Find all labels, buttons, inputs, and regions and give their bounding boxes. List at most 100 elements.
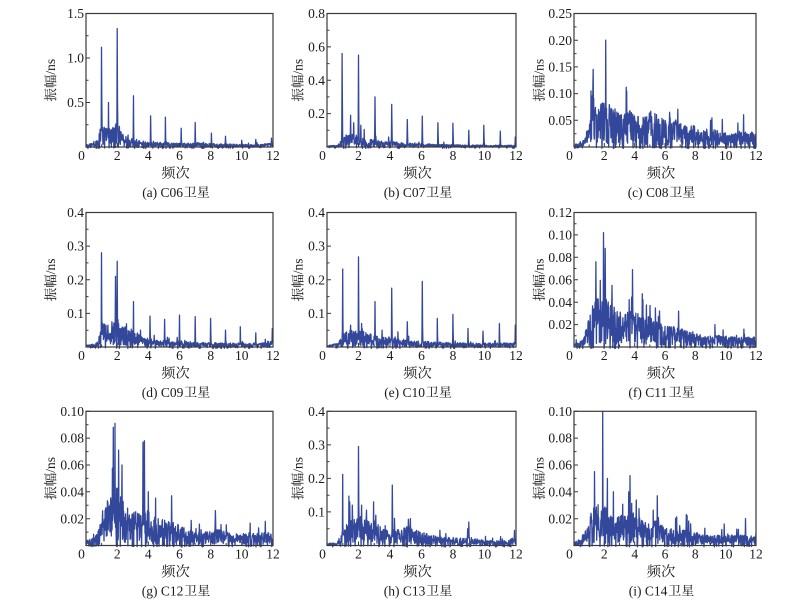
svg-text:0.06: 0.06 [548,272,572,287]
svg-text:12: 12 [509,148,523,163]
svg-text:12: 12 [749,348,763,363]
svg-text:/ns: /ns [532,258,547,274]
svg-text:0: 0 [566,348,573,363]
svg-text:1.5: 1.5 [67,6,84,21]
svg-text:4: 4 [631,348,638,363]
svg-text:0.3: 0.3 [308,438,325,453]
svg-text:6: 6 [662,148,669,163]
svg-text:(h) C13: (h) C13 [384,583,426,598]
svg-text:/ns: /ns [532,59,547,75]
svg-text:0.06: 0.06 [60,458,84,473]
svg-text:0.4: 0.4 [67,205,84,220]
svg-text:0.12: 0.12 [548,205,572,220]
svg-text:(e) C10: (e) C10 [384,385,425,400]
svg-text:0.3: 0.3 [67,239,84,254]
svg-text:0: 0 [566,547,573,562]
svg-text:0: 0 [78,547,85,562]
svg-text:0: 0 [78,148,85,163]
svg-text:4: 4 [387,348,394,363]
svg-text:0.4: 0.4 [308,404,325,419]
svg-text:12: 12 [266,148,280,163]
svg-text:2: 2 [114,148,121,163]
svg-text:8: 8 [450,547,457,562]
svg-text:10: 10 [235,547,249,562]
svg-text:0.04: 0.04 [548,484,572,499]
svg-text:/ns: /ns [43,457,58,473]
svg-text:8: 8 [450,348,457,363]
svg-text:0: 0 [78,348,85,363]
svg-text:12: 12 [749,547,763,562]
svg-text:(i) C14: (i) C14 [629,583,668,598]
svg-text:0.6: 0.6 [308,40,325,55]
svg-text:0.04: 0.04 [60,484,84,499]
svg-text:12: 12 [749,148,763,163]
svg-text:0.02: 0.02 [60,511,84,526]
svg-text:0.2: 0.2 [308,106,325,121]
svg-text:(c) C08: (c) C08 [628,185,669,200]
svg-text:6: 6 [418,547,425,562]
svg-text:0: 0 [319,547,326,562]
svg-text:0.02: 0.02 [548,317,572,332]
svg-text:6: 6 [662,547,669,562]
svg-text:2: 2 [601,148,608,163]
svg-text:10: 10 [478,547,492,562]
svg-text:0.1: 0.1 [308,505,325,520]
svg-text:4: 4 [631,547,638,562]
svg-text:0.3: 0.3 [308,239,325,254]
svg-text:/ns: /ns [43,258,58,274]
svg-text:0.10: 0.10 [548,86,572,101]
svg-text:0.20: 0.20 [548,33,572,48]
svg-text:2: 2 [355,348,362,363]
svg-text:0.10: 0.10 [60,404,84,419]
svg-text:2: 2 [601,547,608,562]
svg-text:10: 10 [478,148,492,163]
svg-text:0.2: 0.2 [67,272,84,287]
svg-text:/ns: /ns [290,258,305,274]
svg-text:6: 6 [176,547,183,562]
svg-text:10: 10 [719,148,733,163]
svg-text:0.10: 0.10 [548,228,572,243]
svg-text:6: 6 [418,348,425,363]
svg-text:4: 4 [387,148,394,163]
svg-text:6: 6 [662,348,669,363]
svg-text:8: 8 [207,348,214,363]
svg-text:0.08: 0.08 [60,431,84,446]
svg-text:0.05: 0.05 [548,113,572,128]
svg-text:0.08: 0.08 [548,431,572,446]
svg-text:(d) C09: (d) C09 [142,385,184,400]
svg-text:0.2: 0.2 [308,471,325,486]
svg-text:/ns: /ns [290,457,305,473]
svg-text:12: 12 [266,348,280,363]
svg-text:8: 8 [692,348,699,363]
svg-text:8: 8 [692,547,699,562]
svg-text:2: 2 [114,547,121,562]
svg-text:1.0: 1.0 [67,51,84,66]
svg-text:8: 8 [692,148,699,163]
svg-text:8: 8 [207,547,214,562]
svg-text:2: 2 [601,348,608,363]
svg-text:6: 6 [418,148,425,163]
svg-text:10: 10 [235,148,249,163]
svg-text:12: 12 [509,348,523,363]
svg-text:4: 4 [145,348,152,363]
svg-text:0: 0 [566,148,573,163]
svg-text:(g) C12: (g) C12 [142,583,184,598]
svg-text:12: 12 [509,547,523,562]
svg-text:4: 4 [387,547,394,562]
svg-text:/ns: /ns [43,59,58,75]
svg-text:0.8: 0.8 [308,6,325,21]
svg-text:0.5: 0.5 [67,95,84,110]
svg-text:0.2: 0.2 [308,272,325,287]
svg-text:(b) C07: (b) C07 [384,185,426,200]
svg-text:10: 10 [719,547,733,562]
svg-text:0.15: 0.15 [548,60,572,75]
svg-text:10: 10 [235,348,249,363]
svg-text:(a) C06: (a) C06 [142,185,183,200]
svg-text:0.25: 0.25 [548,6,572,21]
svg-text:(f) C11: (f) C11 [628,385,667,400]
svg-text:4: 4 [631,148,638,163]
svg-text:10: 10 [478,348,492,363]
svg-text:0: 0 [319,348,326,363]
svg-text:0: 0 [319,148,326,163]
svg-text:4: 4 [145,148,152,163]
